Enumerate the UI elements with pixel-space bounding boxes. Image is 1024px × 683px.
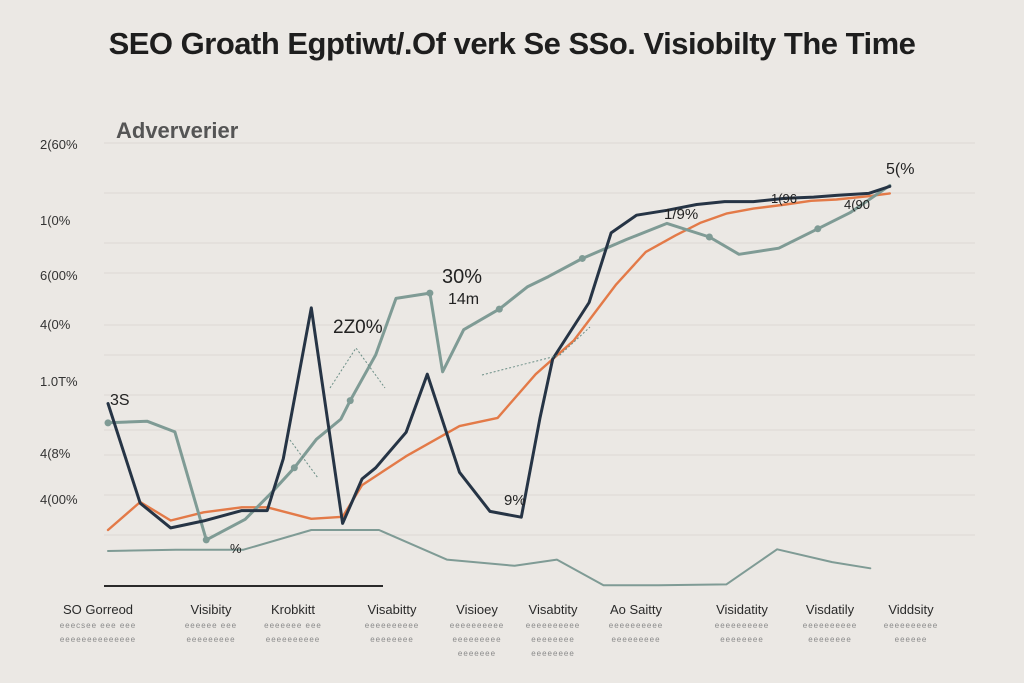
x-category-sublabel: eeeeeeeeee [449, 621, 505, 630]
x-category-sublabel: eeeeeeee [531, 635, 575, 644]
series-point-slate [495, 305, 503, 313]
x-category-sublabel: eeeeeeeee [611, 635, 661, 644]
series-point-slate [290, 464, 298, 472]
x-category: SO Gorreod eeecsee eee eee eeeeeeeeeeeeee [43, 602, 153, 645]
x-category: Krobkitt eeeeeee eee eeeeeeeeee [238, 602, 348, 645]
series-point-slate [202, 536, 210, 544]
x-category-sublabel: eeeeeeeeee [265, 635, 321, 644]
x-category-sublabel: eeeeeee [457, 649, 497, 658]
series-point-slate [578, 254, 586, 262]
annotation-label: 5(% [886, 161, 914, 178]
x-category-sublabel: eeeeeeee [370, 635, 414, 644]
x-category-sublabel: eeecsee eee eee [59, 621, 137, 630]
annotation-label: 30% [442, 266, 482, 288]
x-category-label: Visabitty [367, 602, 417, 617]
series-point-slate [104, 419, 112, 427]
x-category-label: Visidatity [716, 602, 768, 617]
gridlines [104, 142, 975, 587]
x-category-sublabel: eeeeeeeee [452, 635, 502, 644]
x-category-sublabel: eeeeee [894, 635, 928, 644]
annotation-label: 3S [110, 392, 130, 409]
y-tick-label: 4(8% [40, 446, 71, 461]
y-tick-label: 2(60% [40, 137, 78, 152]
chart-title: SEO Groath Egptiwt/.Of verk Se SSo. Visi… [108, 26, 916, 61]
trend-dotted-line [481, 326, 591, 376]
x-category-label: Visdatily [805, 602, 855, 617]
annotation-label: 9% [504, 492, 526, 509]
x-category-sublabel: eeeeeeeeee [714, 621, 770, 630]
annotation-label: 1(96 [771, 191, 797, 206]
series-point-slate [705, 233, 713, 241]
series-line-slate [106, 184, 892, 542]
x-category: Visabitty eeeeeeeeee eeeeeeee [337, 602, 447, 645]
x-category-sublabel: eeeeeeeeee [525, 621, 581, 630]
x-category-sublabel: eeeeeeeeeeeeee [59, 635, 137, 644]
x-category-sublabel: eeeeeeee [720, 635, 764, 644]
x-category-sublabel: eeeeeeeeee [802, 621, 858, 630]
x-category: Visioey eeeeeeeeee eeeeeeeee eeeeeee [422, 602, 532, 659]
x-category-sublabel: eeeeeeee [531, 649, 575, 658]
series-point-slate [346, 397, 354, 405]
annotations: 3S 2Z0% 30% 14m 9% 1/9% 1(96 4(90 5(%% [110, 161, 914, 556]
annotation-label: 14m [448, 291, 479, 308]
x-category-label: SO Gorreod [62, 602, 134, 617]
x-category: Visibity eeeeee eee eeeeeeeee [156, 602, 266, 645]
x-category-label: Visabtity [528, 602, 578, 617]
x-category-sublabel: eeeeeeeeee [883, 621, 939, 630]
trend-dotted-line [289, 439, 319, 479]
x-category-sublabel: eeeeeeeeee [364, 621, 420, 630]
x-category: Visdatily eeeeeeeeee eeeeeeee [775, 602, 885, 645]
x-category-sublabel: eeeeeee eee [264, 621, 322, 630]
y-tick-label: 1(0% [40, 213, 71, 228]
x-category-label: Krobkitt [270, 602, 316, 617]
x-category-label: Viddsity [888, 602, 934, 617]
x-category: Visidatity eeeeeeeeee eeeeeeee [687, 602, 797, 645]
x-category-label: Ao Saitty [609, 602, 663, 617]
legend-label: Adververier [116, 118, 239, 143]
annotation-label: % [230, 541, 242, 556]
series-layer [104, 184, 892, 587]
series-point-slate [426, 289, 434, 297]
series-line-baseline [107, 529, 872, 587]
annotation-label: 2Z0% [333, 317, 383, 338]
y-tick-label: 4(00% [40, 492, 78, 507]
x-category-label: Visioey [456, 602, 498, 617]
trend-dotted-line [329, 347, 386, 389]
x-category-sublabel: eeeeee eee [184, 621, 238, 630]
y-tick-label: 1.0T% [40, 374, 78, 389]
x-category-label: Visibity [190, 602, 232, 617]
x-category-sublabel: eeeeeeeeee [608, 621, 664, 630]
x-category-sublabel: eeeeeeee [808, 635, 852, 644]
annotation-label: 1/9% [664, 206, 698, 223]
x-category: Viddsity eeeeeeeeee eeeeee [856, 602, 966, 645]
x-category: Ao Saitty eeeeeeeeee eeeeeeeee [581, 602, 691, 645]
y-tick-label: 6(00% [40, 268, 78, 283]
x-category: Visabtity eeeeeeeeee eeeeeeee eeeeeeee [498, 602, 608, 659]
y-tick-label: 4(0% [40, 317, 71, 332]
x-category-sublabel: eeeeeeeee [186, 635, 236, 644]
series-line-navy [106, 184, 892, 530]
annotation-label: 4(90 [844, 197, 870, 212]
series-point-slate [814, 225, 822, 233]
series-line-orange [106, 192, 891, 532]
